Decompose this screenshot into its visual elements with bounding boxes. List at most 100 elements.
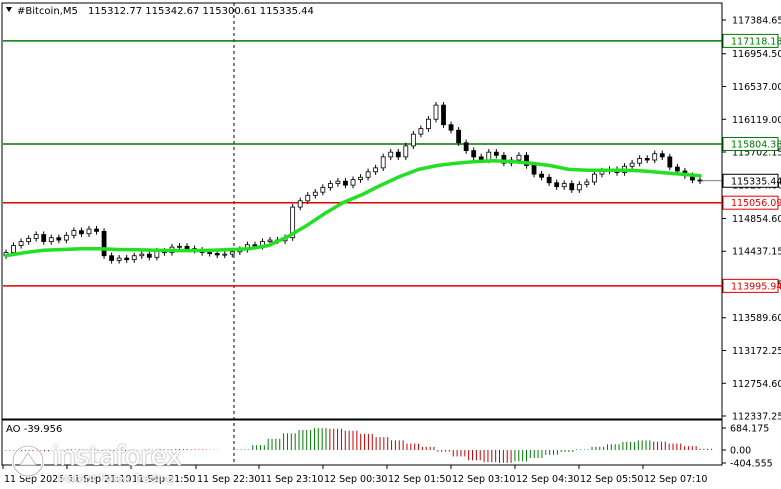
indicator-frame xyxy=(1,419,723,466)
price-tick-label: 117384.65 xyxy=(732,16,781,27)
time-tick-label: 12 Sep 00:30 xyxy=(324,474,387,485)
candle-body xyxy=(524,154,529,166)
time-tick-label: 11 Sep 21:10 xyxy=(68,474,131,485)
candle-body xyxy=(312,191,318,196)
candle-body xyxy=(584,181,590,185)
level-tag-label: 113995.94 xyxy=(731,281,781,292)
candle-body xyxy=(539,173,544,178)
time-tick-label: 11 Sep 2025 xyxy=(4,474,64,485)
ao-label: AO -39.956 xyxy=(6,424,62,435)
candle-body xyxy=(418,128,424,135)
candle-body xyxy=(388,151,394,158)
time-tick-label: 11 Sep 22:30 xyxy=(197,474,260,485)
level-tag xyxy=(722,136,779,151)
instaforex-mark-icon xyxy=(11,444,45,478)
candle-body xyxy=(184,245,190,250)
candle-body xyxy=(343,180,348,186)
candle-body xyxy=(71,230,77,236)
level-tag xyxy=(722,195,779,210)
candle-body xyxy=(214,252,220,256)
level-lines: 117118.18 115804.38 115056.09 113995.94 xyxy=(3,33,781,293)
ao-tick-label: 684.175 xyxy=(730,424,769,435)
candle-body xyxy=(177,245,182,248)
ao-histogram xyxy=(5,428,713,463)
level-tag-label: 115056.09 xyxy=(731,198,781,209)
current-price-box xyxy=(722,173,779,188)
candle-body xyxy=(207,252,213,254)
price-tick-label: 113172.25 xyxy=(732,346,781,357)
candle-body xyxy=(116,257,122,261)
candle-body xyxy=(297,200,303,208)
price-tick-label: 112337.25 xyxy=(732,412,781,423)
candle-body xyxy=(63,234,69,241)
candle-body xyxy=(41,234,47,243)
candle-body xyxy=(267,239,273,243)
candle-body xyxy=(456,129,462,144)
price-tick-label: 115702.15 xyxy=(732,148,781,159)
price-tick-label: 112754.60 xyxy=(732,379,781,390)
price-tick-label: 116954.50 xyxy=(732,49,781,60)
time-tick-label: 11 Sep 21:50 xyxy=(132,474,195,485)
candle-body xyxy=(79,230,84,235)
candle-body xyxy=(569,183,575,191)
price-tick-label: 116119.00 xyxy=(732,115,781,126)
candle-body xyxy=(410,133,416,147)
candle-body xyxy=(146,253,152,258)
candle-body xyxy=(56,237,62,241)
dropdown-triangle-icon[interactable] xyxy=(6,7,12,12)
candle-body xyxy=(493,151,499,156)
candle-body xyxy=(674,166,680,172)
candle-body xyxy=(373,167,379,173)
candle-body xyxy=(426,118,431,130)
candle-body xyxy=(433,104,439,120)
ao-tick-label: 0.00 xyxy=(730,445,751,456)
candle-body xyxy=(501,154,507,164)
candle-body xyxy=(94,228,99,232)
candle-body xyxy=(290,206,296,239)
moving-average xyxy=(4,159,702,258)
candle-body xyxy=(229,251,235,255)
candle-body xyxy=(131,255,137,261)
candle-body xyxy=(335,180,341,184)
candle-body xyxy=(463,142,469,152)
level-tag-label: 115804.38 xyxy=(731,139,781,150)
candle-body xyxy=(659,153,665,158)
price-tick-label: 114437.15 xyxy=(732,247,781,258)
candle-body xyxy=(305,194,311,202)
candle-body xyxy=(644,158,650,161)
candle-body xyxy=(48,237,54,243)
instaforex-logo: instaforex Instant Forex Trading xyxy=(8,441,183,487)
candle-body xyxy=(350,179,356,186)
candle-body xyxy=(358,176,363,181)
current-price-label: 115335.44 xyxy=(731,176,781,187)
candle-body xyxy=(591,173,597,183)
time-tick-label: 12 Sep 03:10 xyxy=(452,474,515,485)
candle-body xyxy=(86,228,92,235)
candle-body xyxy=(554,182,560,188)
level-tag-label: 117118.18 xyxy=(731,36,781,47)
candle-body xyxy=(561,183,567,188)
candle-body xyxy=(101,231,107,257)
time-axis: 11 Sep 2025 11 Sep 21:10 11 Sep 21:50 11 Se… xyxy=(2,465,707,485)
current-price-tag: 115335.44 xyxy=(700,173,781,188)
candle-body xyxy=(380,156,386,169)
ao-tick-label: -404.555 xyxy=(730,459,773,470)
candle-body xyxy=(471,150,477,158)
ma-line-path xyxy=(4,159,702,258)
price-tick-label: 113589.60 xyxy=(732,313,781,324)
symbol-label: #Bitcoin,M5 xyxy=(17,6,78,17)
candle-body xyxy=(667,156,673,168)
candle-body xyxy=(139,253,145,257)
candle-body xyxy=(629,162,635,167)
candle-body xyxy=(652,153,658,161)
candle-body xyxy=(448,124,454,131)
candle-body xyxy=(637,158,643,164)
price-tick-label: 116537.00 xyxy=(732,82,781,93)
candle-body xyxy=(486,151,492,161)
candle-body xyxy=(33,234,39,239)
candle-body xyxy=(365,171,371,178)
time-tick-label: 12 Sep 04:30 xyxy=(516,474,579,485)
candle-body xyxy=(531,165,537,175)
candle-body xyxy=(26,238,32,243)
